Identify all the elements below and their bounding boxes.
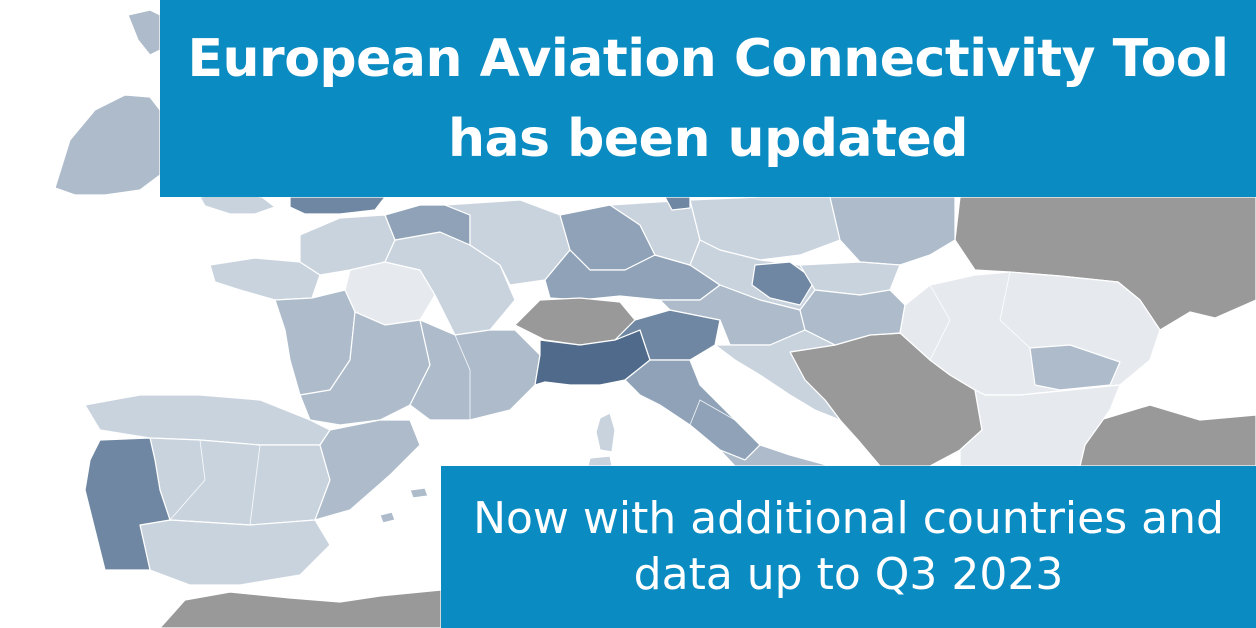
- map-region-hungary: [799, 289, 906, 346]
- map-region-italy-center: [624, 359, 761, 461]
- subtitle-line-1: Now with additional countries and: [473, 493, 1224, 544]
- map-region-prague: [664, 196, 691, 211]
- map-region-ireland: [54, 94, 161, 196]
- title-line-1: European Aviation Connectivity Tool: [187, 28, 1229, 89]
- map-region-bulgaria: [959, 384, 1121, 467]
- map-region-france-southeast: [409, 319, 541, 421]
- map-region-germany-west: [444, 199, 571, 286]
- map-region-czech-dark: [751, 261, 816, 306]
- map-region-bucharest: [1029, 344, 1121, 391]
- map-region-italy-northwest: [534, 329, 651, 386]
- map-region-spain-south: [139, 519, 331, 586]
- map-region-balearics-2: [409, 487, 429, 499]
- map-region-spain-east: [314, 419, 421, 521]
- map-region-portugal: [84, 437, 171, 571]
- title-banner: European Aviation Connectivity Tool has …: [160, 0, 1256, 197]
- map-region-sardinia: [587, 455, 613, 467]
- title-line-2: has been updated: [448, 108, 968, 169]
- map-region-slovenia-croatia: [714, 329, 841, 421]
- map-region-balearics: [379, 511, 396, 524]
- map-region-spain-north: [84, 394, 331, 446]
- map-region-scotland-tip: [127, 9, 161, 56]
- map-region-poland-east: [829, 196, 956, 266]
- map-region-corsica: [595, 412, 616, 453]
- subtitle-line-2: data up to Q3 2023: [633, 549, 1064, 600]
- subtitle-banner: Now with additional countries and data u…: [441, 466, 1256, 628]
- map-region-uk-london: [289, 196, 386, 215]
- map-region-north-africa: [159, 589, 442, 628]
